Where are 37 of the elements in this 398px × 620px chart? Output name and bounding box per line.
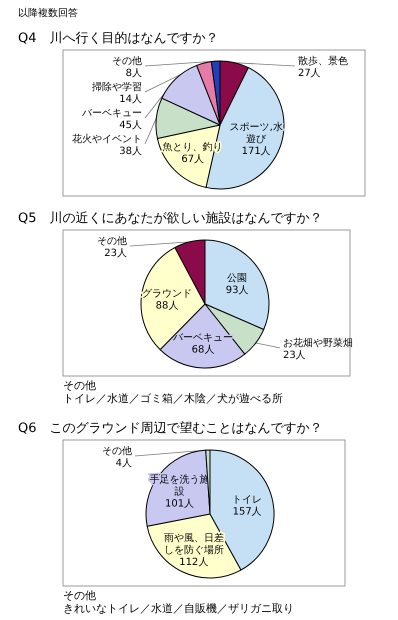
slice-label: 公園 <box>227 272 248 284</box>
data-label: 23人 <box>283 350 306 361</box>
data-label: 45人 <box>119 120 142 131</box>
slice-label: 掃除や学習 <box>92 81 142 93</box>
slice-label: 花火やイベント <box>72 133 142 145</box>
data-label: 38人 <box>119 146 142 157</box>
chart-title: Q5 川の近くにあなたが欲しい施設はなんですか？ <box>18 211 323 226</box>
slice-label: 散歩、景色 <box>298 55 348 67</box>
data-label: 4人 <box>116 458 132 469</box>
data-label: 14人 <box>119 94 142 105</box>
data-label: 93人 <box>226 284 248 296</box>
data-label: 88人 <box>156 300 178 312</box>
chart-title: Q4 川へ行く目的はなんですか？ <box>18 31 219 46</box>
data-label: 23人 <box>104 248 127 259</box>
slice-label: グラウンド <box>142 288 192 300</box>
chart-title: Q6 このグラウンド周辺で望むことはなんですか？ <box>18 421 323 436</box>
data-label: 157人 <box>232 506 262 518</box>
slice-label: その他 <box>112 55 142 67</box>
text: その他 <box>63 379 96 392</box>
text: その他 <box>63 589 96 602</box>
data-label: 101人 <box>165 498 194 510</box>
slice-label: スポーツ,水遊び <box>230 120 283 145</box>
data-label: 27人 <box>298 68 321 79</box>
data-label: 8人 <box>126 68 142 79</box>
text: きれいなトイレ／水道／自販機／ザリガニ取り <box>63 602 294 615</box>
slice-label: お花畑や野菜畑 <box>283 336 353 349</box>
data-label: 67人 <box>181 154 204 166</box>
slice-label: その他 <box>102 445 132 457</box>
slice-label: その他 <box>97 235 127 247</box>
data-label: 68人 <box>192 344 214 356</box>
text: トイレ／水道／ゴミ箱／木陰／犬が遊べる所 <box>63 392 283 405</box>
text: 以降複数回答 <box>18 7 78 19</box>
slice-label: バーベキュー <box>81 108 142 119</box>
slice-label: 雨や風、日差しを防ぐ場所 <box>164 532 224 556</box>
slice-label: トイレ <box>232 494 262 506</box>
data-label: 171人 <box>242 146 271 157</box>
data-label: 112人 <box>179 556 208 568</box>
